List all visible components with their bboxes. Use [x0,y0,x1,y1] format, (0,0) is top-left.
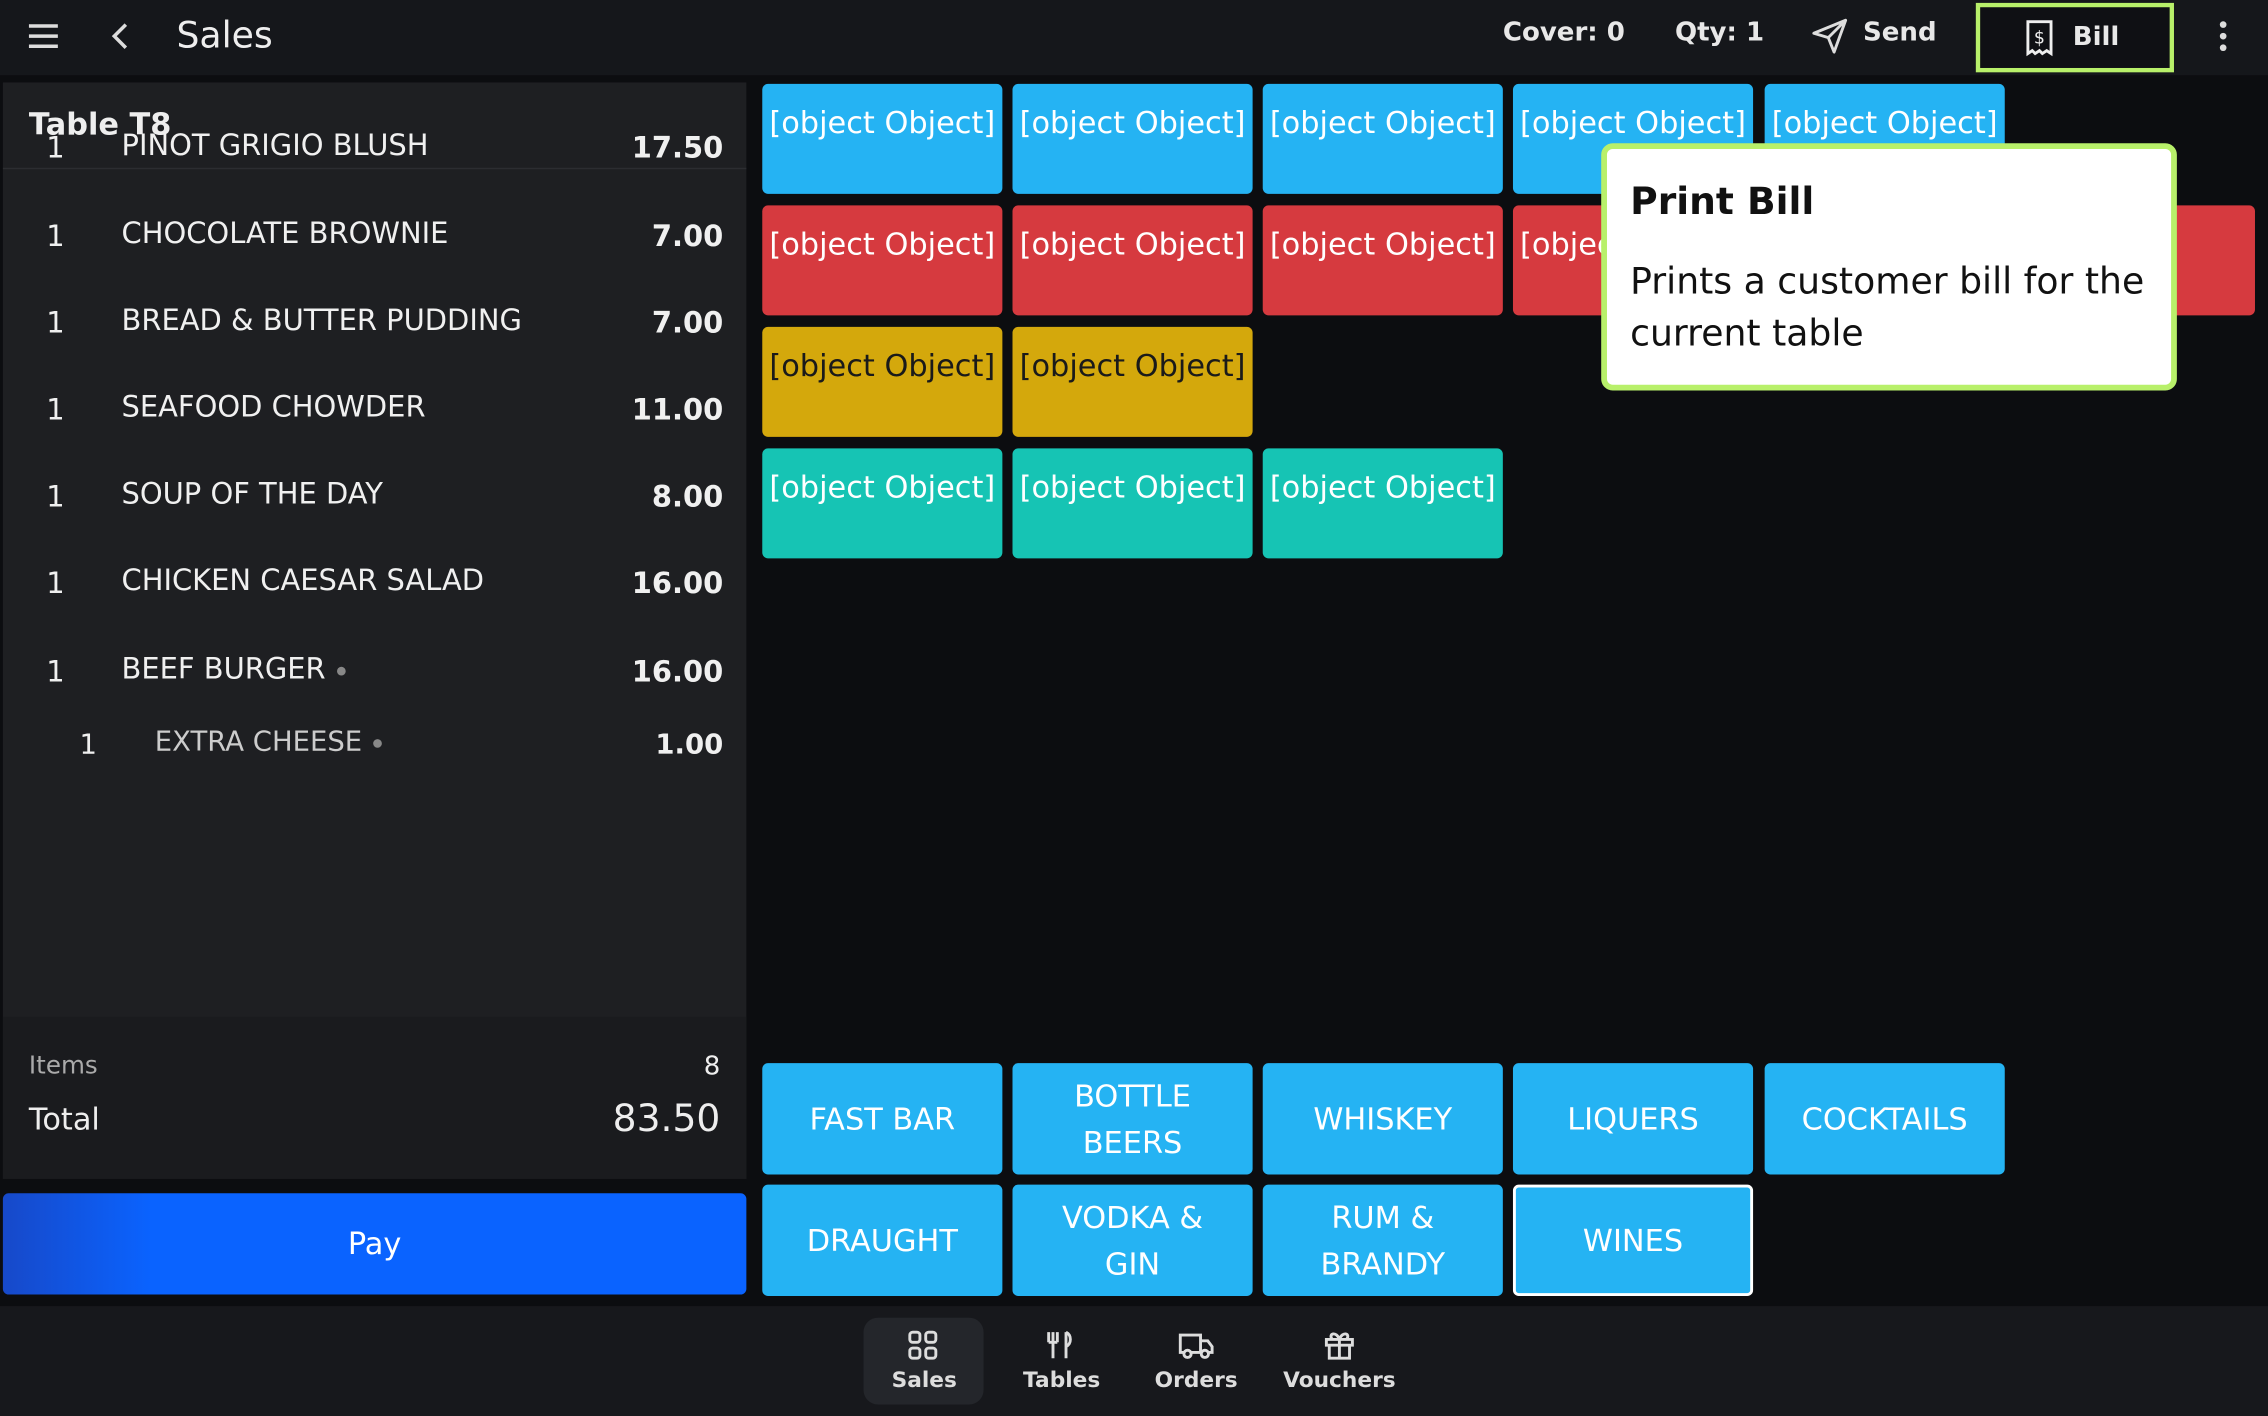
top-bar: Sales Cover: 0 Qty: 1 Send $ Bill [0,0,2268,76]
qty[interactable]: Qty: 1 [1674,17,1765,48]
back-icon[interactable] [110,22,130,51]
total-label: Total [28,1102,100,1137]
table-name: Table T8 [28,107,172,142]
tooltip-text: Prints a customer bill for the current t… [1630,260,2145,355]
status-dot [337,666,346,675]
page-title: Sales [176,14,273,57]
product-button[interactable]: [object Object] [1012,326,1253,437]
product-button[interactable]: [object Object] [762,448,1003,559]
orders-icon [1178,1333,1214,1359]
nav-item[interactable]: Orders [1154,1366,1238,1393]
item-name: CHOCOLATE BROWNIE [121,215,449,251]
category-button[interactable]: DRAUGHT [762,1184,1003,1297]
product-button[interactable]: [object Object] [1262,448,1503,559]
summary: Items 8 Total 83.50 [2,1016,747,1179]
tooltip: Print Bill Prints a customer bill for th… [1601,143,2177,391]
item-qty: 1 [46,391,65,427]
item-qty: 1 [46,218,65,254]
order-row[interactable]: 1 SEAFOOD CHOWDER 11.00 [3,389,746,432]
category-button[interactable]: BOTTLE BEERS [1012,1063,1253,1175]
status-dot [373,738,383,748]
items-label: Items [28,1051,98,1081]
pay-button[interactable]: Pay [2,1193,747,1295]
category-button[interactable]: RUM & BRANDY [1262,1184,1503,1297]
menu-icon[interactable] [27,22,59,51]
order-row[interactable]: 1 EXTRA CHEESE 1.00 [3,726,746,769]
order-row[interactable]: 1 PINOT GRIGIO BLUSH 17.50 [3,127,746,170]
item-qty: 1 [46,305,65,340]
total-value: 83.50 [612,1097,721,1142]
item-qty: 1 [46,653,65,689]
bill-button[interactable]: $ Bill [1975,2,2174,73]
bottom-nav [0,1306,2268,1416]
item-price: 7.00 [651,218,724,254]
item-qty: 1 [46,130,65,165]
items-count: 8 [703,1051,721,1082]
tables-icon [1047,1330,1072,1359]
svg-text:$: $ [2034,28,2045,48]
item-price: 16.00 [631,653,724,689]
product-button[interactable]: [object Object] [1262,83,1503,194]
category-button[interactable]: LIQUERS [1512,1063,1754,1175]
product-button[interactable]: [object Object] [762,83,1003,194]
item-qty: 1 [79,729,98,761]
item-price: 8.00 [651,478,724,514]
bill-label: Bill [2072,21,2120,53]
order-row[interactable]: 1 BEEF BURGER 16.00 [3,651,746,694]
item-name: CHICKEN CAESAR SALAD [121,562,485,598]
send-icon[interactable] [1811,17,1849,55]
item-qty: 1 [46,565,65,601]
item-qty: 1 [46,478,65,514]
category-button[interactable]: VODKA & GIN [1012,1184,1253,1297]
cover[interactable]: Cover: 0 [1502,17,1625,48]
item-name: SEAFOOD CHOWDER [121,389,426,424]
order-row[interactable]: 1 CHOCOLATE BROWNIE 7.00 [3,216,746,259]
nav-item[interactable]: Vouchers [1283,1366,1396,1393]
item-name: BREAD & BUTTER PUDDING [121,302,522,338]
order-row[interactable]: 1 CHICKEN CAESAR SALAD 16.00 [3,563,746,606]
product-button[interactable]: [object Object] [1012,83,1253,194]
divider [2,167,747,170]
item-price: 11.00 [631,391,724,427]
product-button[interactable]: [object Object] [1012,448,1253,559]
order-panel: Table T8 Items 8 Total 83.50 1 PINOT GRIG… [2,82,747,1179]
item-price: 17.50 [631,130,724,165]
order-row[interactable]: 1 BREAD & BUTTER PUDDING 7.00 [3,302,746,345]
product-button[interactable]: [object Object] [762,205,1003,316]
send-button[interactable]: Send [1863,17,1937,48]
item-name: BEEF BURGER [122,651,346,686]
vouchers-icon [1324,1332,1354,1360]
category-button[interactable]: COCKTAILS [1764,1063,2005,1175]
product-button[interactable]: [object Object] [1262,205,1503,316]
item-name: PINOT GRIGIO BLUSH [121,127,429,163]
more-icon[interactable] [2217,20,2229,55]
item-price: 1.00 [655,729,724,761]
tooltip-title: Print Bill [1630,180,1815,225]
item-name: SOUP OF THE DAY [121,475,383,511]
category-button[interactable]: FAST BAR [762,1063,1003,1175]
sales-icon [908,1330,938,1360]
product-button[interactable]: [object Object] [1012,205,1253,316]
bill-icon: $ [2026,20,2053,57]
nav-item[interactable]: Tables [1023,1366,1101,1393]
item-name: EXTRA CHEESE [155,726,383,758]
nav-active [863,1317,984,1405]
item-price: 16.00 [631,565,724,601]
category-button[interactable]: WINES [1512,1184,1754,1297]
product-button[interactable]: [object Object] [762,326,1003,437]
category-button[interactable]: WHISKEY [1262,1063,1503,1175]
nav-item[interactable]: Sales [891,1366,957,1393]
item-price: 7.00 [651,305,724,340]
order-row[interactable]: 1 SOUP OF THE DAY 8.00 [3,476,746,519]
